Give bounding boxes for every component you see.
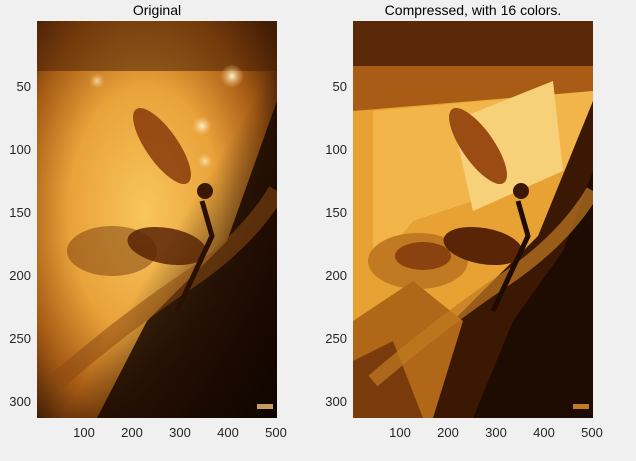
ytick-label: 300 bbox=[325, 394, 347, 409]
axes-title-original: Original bbox=[132, 2, 182, 18]
ytick-label: 150 bbox=[9, 205, 31, 220]
ytick-label: 200 bbox=[325, 268, 347, 283]
ytick-label: 150 bbox=[325, 205, 347, 220]
xtick-label: 300 bbox=[485, 425, 507, 440]
axes-title-compressed: Compressed, with 16 colors. bbox=[384, 2, 562, 18]
xtick-label: 100 bbox=[389, 425, 411, 440]
xtick-label: 100 bbox=[73, 425, 95, 440]
xtick-label: 200 bbox=[437, 425, 459, 440]
dragonfly-photo-icon bbox=[37, 21, 277, 418]
ytick-label: 100 bbox=[325, 142, 347, 157]
xtick-label: 300 bbox=[169, 425, 191, 440]
ytick-label: 100 bbox=[9, 142, 31, 157]
ytick-label: 300 bbox=[9, 394, 31, 409]
xtick-label: 500 bbox=[265, 425, 287, 440]
dragonfly-photo-posterized-icon bbox=[353, 21, 593, 418]
ytick-label: 200 bbox=[9, 268, 31, 283]
xtick-label: 200 bbox=[121, 425, 143, 440]
xtick-label: 400 bbox=[217, 425, 239, 440]
xtick-label: 500 bbox=[581, 425, 603, 440]
ytick-label: 50 bbox=[16, 79, 31, 94]
ytick-label: 250 bbox=[9, 331, 31, 346]
xtick-label: 400 bbox=[533, 425, 555, 440]
ytick-label: 250 bbox=[325, 331, 347, 346]
image-original[interactable] bbox=[37, 21, 277, 418]
image-compressed[interactable] bbox=[353, 21, 593, 418]
ytick-label: 50 bbox=[332, 79, 347, 94]
